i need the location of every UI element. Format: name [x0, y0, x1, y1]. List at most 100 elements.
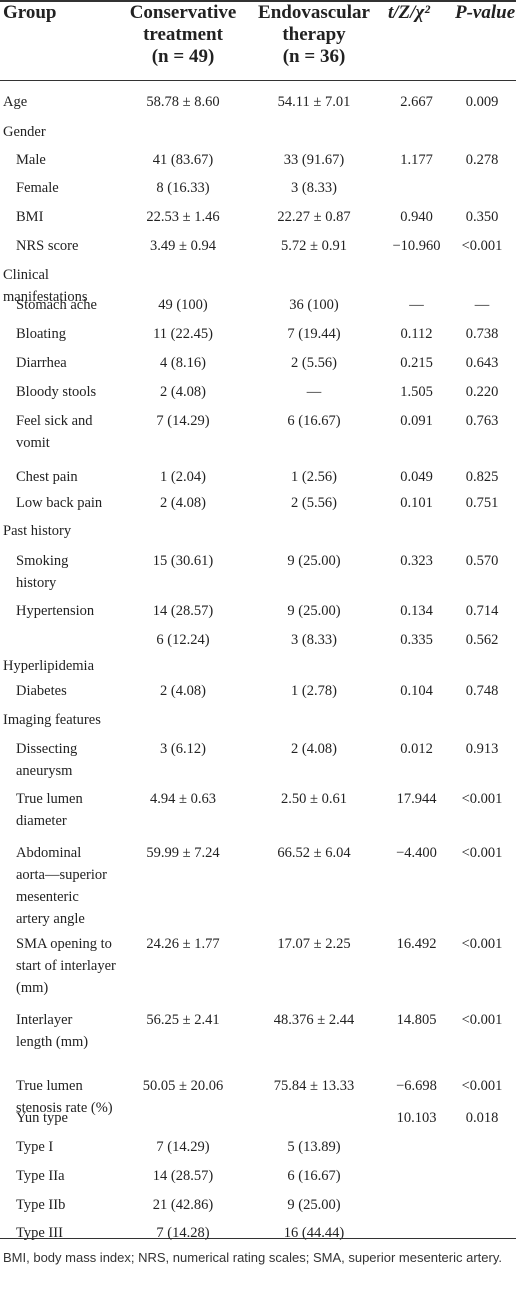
top-rule [0, 0, 516, 2]
cell-pvalue: 0.220 [465, 384, 499, 400]
cell-stat: — [409, 297, 424, 313]
cell-stat: 0.101 [400, 495, 433, 511]
cell-endovascular: 1 (2.56) [291, 469, 337, 485]
row-label: Type IIa [16, 1168, 65, 1184]
row-label: Feel sick and vomit [16, 413, 93, 451]
cell-pvalue: 0.009 [465, 94, 499, 110]
header-group-label: Group [3, 2, 57, 23]
cell-endovascular: 2 (4.08) [291, 741, 337, 757]
header-endovascular: Endovascular therapy (n = 36) [248, 2, 380, 68]
header-stat-label: t/Z/χ² [388, 2, 430, 23]
row-label: Type I [16, 1139, 54, 1155]
row-label: Hyperlipidemia [3, 658, 95, 674]
cell-conservative: 22.53 ± 1.46 [146, 209, 220, 225]
cell-endovascular: 1 (2.78) [291, 683, 337, 699]
cell-pvalue: <0.001 [461, 1012, 503, 1028]
row-label: Clinical manifestations [3, 267, 88, 305]
cell-endovascular: 16 (44.44) [283, 1225, 345, 1241]
cell-pvalue: 0.913 [465, 741, 499, 757]
cell-stat: 0.134 [400, 603, 433, 619]
row-label: Dissecting aneurysm [16, 741, 78, 779]
header-conservative-n: (n = 49) [151, 46, 215, 67]
header-conservative: Conservative treatment (n = 49) [118, 2, 248, 68]
cell-endovascular: 17.07 ± 2.25 [277, 936, 351, 952]
cell-pvalue: 0.643 [465, 355, 499, 371]
cell-conservative: 14 (28.57) [152, 603, 214, 619]
row-label: Bloating [16, 326, 66, 342]
cell-conservative: 24.26 ± 1.77 [146, 936, 220, 952]
cell-pvalue: 0.763 [465, 413, 499, 429]
cell-pvalue: 0.825 [465, 469, 499, 485]
cell-pvalue: <0.001 [461, 1078, 503, 1094]
cell-pvalue: 0.738 [465, 326, 499, 342]
cell-conservative: 4.94 ± 0.63 [150, 791, 216, 807]
cell-stat: 0.091 [400, 413, 433, 429]
header-conservative-line2: treatment [143, 24, 223, 45]
row-label: Chest pain [16, 469, 78, 485]
header-group: Group [3, 2, 57, 24]
row-label: Hypertension [16, 603, 95, 619]
cell-pvalue: 0.751 [465, 495, 499, 511]
cell-endovascular: 5.72 ± 0.91 [281, 238, 347, 254]
cell-endovascular: 5 (13.89) [287, 1139, 341, 1155]
cell-endovascular: 9 (25.00) [287, 553, 341, 569]
header-pvalue-label: P-value [455, 2, 516, 23]
cell-stat: 0.940 [400, 209, 433, 225]
cell-conservative: 6 (12.24) [156, 632, 210, 648]
cell-stat: 0.323 [400, 553, 433, 569]
cell-stat: 10.103 [396, 1110, 437, 1126]
row-label: Male [16, 152, 46, 168]
row-label: Interlayer length (mm) [16, 1012, 89, 1050]
header-conservative-line1: Conservative [129, 2, 237, 23]
cell-conservative: 59.99 ± 7.24 [146, 845, 220, 861]
cell-stat: 1.177 [400, 152, 433, 168]
cell-conservative: 2 (4.08) [160, 384, 206, 400]
cell-conservative: 15 (30.61) [152, 553, 214, 569]
cell-conservative: 2 (4.08) [160, 683, 206, 699]
cell-pvalue: <0.001 [461, 238, 503, 254]
cell-conservative: 49 (100) [158, 297, 208, 313]
row-label: Stomach ache [16, 297, 97, 313]
cell-stat: 16.492 [396, 936, 437, 952]
row-label: Imaging features [3, 712, 101, 728]
row-label: Diarrhea [16, 355, 67, 371]
cell-conservative: 1 (2.04) [160, 469, 206, 485]
cell-pvalue: 0.018 [465, 1110, 499, 1126]
cell-endovascular: 33 (91.67) [283, 152, 345, 168]
cell-endovascular: 54.11 ± 7.01 [277, 94, 351, 110]
cell-stat: −6.698 [396, 1078, 437, 1094]
cell-pvalue: 0.278 [465, 152, 499, 168]
cell-conservative: 21 (42.86) [152, 1197, 214, 1213]
cell-pvalue: 0.562 [465, 632, 499, 648]
row-label: True lumen diameter [16, 791, 83, 829]
cell-conservative: 50.05 ± 20.06 [142, 1078, 224, 1094]
cell-endovascular: 22.27 ± 0.87 [277, 209, 351, 225]
cell-conservative: 2 (4.08) [160, 495, 206, 511]
row-label: Past history [3, 523, 72, 539]
cell-stat: 0.112 [400, 326, 433, 342]
cell-stat: −10.960 [392, 238, 441, 254]
cell-pvalue: 0.350 [465, 209, 499, 225]
row-label: Abdominal aorta—superior mesenteric arte… [16, 845, 107, 927]
cell-stat: 1.505 [400, 384, 433, 400]
row-label: Female [16, 180, 59, 196]
row-label: Gender [3, 124, 46, 140]
row-label: Smoking history [16, 553, 69, 591]
header-rule [0, 80, 516, 81]
row-label: Type III [16, 1225, 63, 1241]
header-endovascular-line1: Endovascular [258, 2, 370, 23]
cell-pvalue: 0.714 [465, 603, 499, 619]
cell-conservative: 8 (16.33) [156, 180, 210, 196]
cell-pvalue: <0.001 [461, 845, 503, 861]
row-label: Bloody stools [16, 384, 97, 400]
cell-pvalue: <0.001 [461, 791, 503, 807]
cell-endovascular: 66.52 ± 6.04 [277, 845, 351, 861]
cell-conservative: 3 (6.12) [160, 741, 206, 757]
bottom-rule [0, 1238, 516, 1239]
cell-conservative: 7 (14.28) [156, 1225, 210, 1241]
cell-conservative: 56.25 ± 2.41 [146, 1012, 220, 1028]
cell-conservative: 7 (14.29) [156, 413, 210, 429]
cell-endovascular: 3 (8.33) [291, 632, 337, 648]
cell-stat: 0.104 [400, 683, 433, 699]
